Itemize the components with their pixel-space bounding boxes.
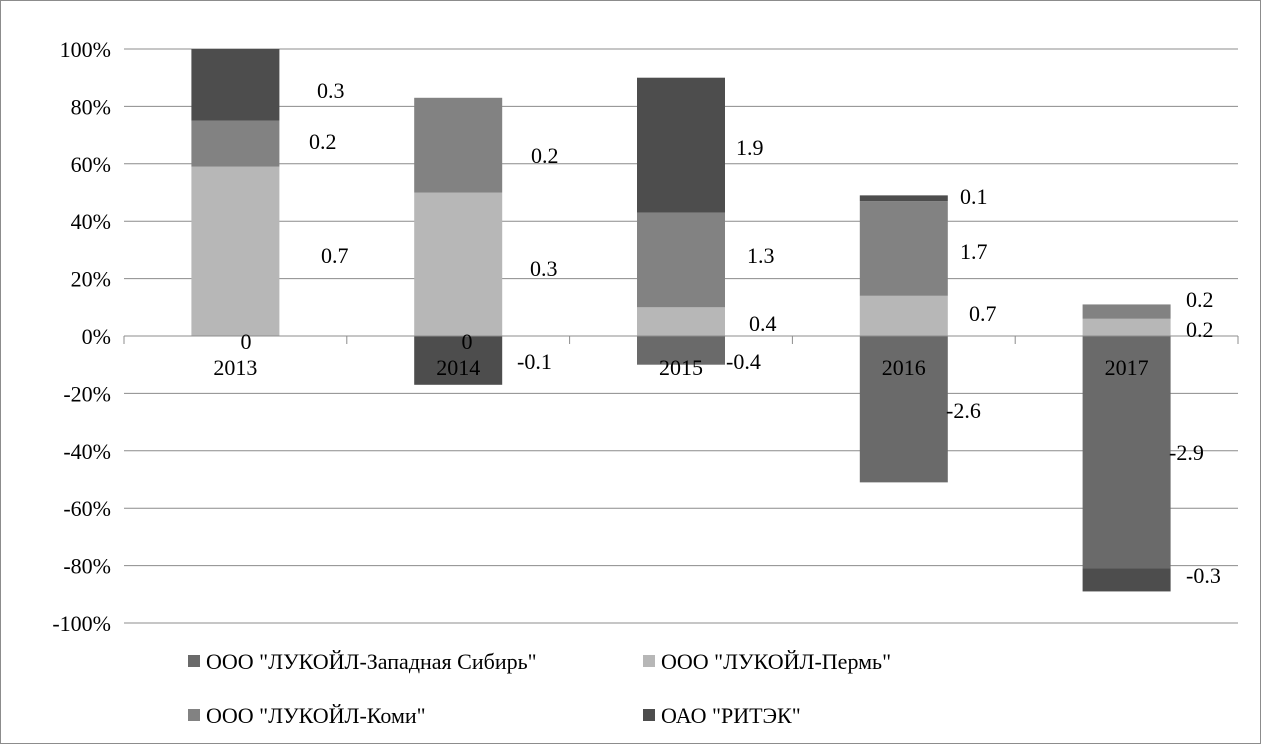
data-label: -2.6 bbox=[946, 398, 981, 423]
y-tick-label: -80% bbox=[63, 554, 111, 579]
x-tick-label: 2015 bbox=[659, 355, 703, 380]
bar-segment bbox=[1082, 318, 1171, 336]
bar-segment bbox=[191, 120, 280, 167]
bar-segment bbox=[859, 195, 948, 202]
data-label: 0.1 bbox=[960, 184, 988, 209]
legend-label: ООО "ЛУКОЙЛ-Западная Сибирь" bbox=[206, 649, 537, 674]
bar-segment bbox=[191, 166, 280, 336]
legend-label: ОАО "РИТЭК" bbox=[661, 703, 801, 728]
legend-item: ОАО "РИТЭК" bbox=[643, 703, 801, 728]
bar-segment bbox=[1082, 304, 1171, 319]
data-label: -0.1 bbox=[517, 349, 552, 374]
bars bbox=[191, 49, 1171, 592]
data-label: 0.2 bbox=[531, 143, 559, 168]
y-tick-label: 0% bbox=[82, 324, 111, 349]
y-tick-label: -20% bbox=[63, 381, 111, 406]
legend-swatch bbox=[643, 709, 655, 721]
bar-segment bbox=[637, 336, 725, 365]
bar-segment bbox=[859, 336, 948, 483]
bar-segment bbox=[637, 77, 725, 213]
data-label: 0.4 bbox=[749, 311, 777, 336]
data-label: 0.2 bbox=[1186, 287, 1214, 312]
data-label: 0.7 bbox=[321, 243, 349, 268]
bar-segment bbox=[1082, 336, 1171, 569]
data-label: -0.4 bbox=[726, 349, 761, 374]
bar-segment bbox=[414, 97, 503, 193]
data-label: 1.3 bbox=[747, 243, 775, 268]
legend: ООО "ЛУКОЙЛ-Западная Сибирь" ООО "ЛУКОЙЛ-… bbox=[188, 649, 891, 728]
data-label: 1.9 bbox=[736, 135, 764, 160]
bar-segment bbox=[191, 49, 280, 121]
bar-segment bbox=[859, 201, 948, 296]
y-tick-label: 80% bbox=[71, 94, 111, 119]
legend-item: ООО "ЛУКОЙЛ-Западная Сибирь" bbox=[188, 649, 537, 674]
legend-swatch bbox=[188, 709, 200, 721]
y-tick-label: 20% bbox=[71, 267, 111, 292]
y-tick-label: -40% bbox=[63, 439, 111, 464]
legend-item: ООО "ЛУКОЙЛ-Пермь" bbox=[643, 649, 891, 674]
legend-label: ООО "ЛУКОЙЛ-Коми" bbox=[206, 703, 426, 728]
legend-item: ООО "ЛУКОЙЛ-Коми" bbox=[188, 703, 426, 728]
bar-segment bbox=[414, 336, 503, 385]
bar-segment bbox=[414, 192, 503, 336]
data-label: -0.3 bbox=[1186, 563, 1221, 588]
y-tick-label: -100% bbox=[52, 611, 111, 636]
data-label: 0.2 bbox=[309, 129, 337, 154]
axes: 100% 80% 60% 40% 20% 0% -20% -40% -60% -80% -100% 2… bbox=[52, 37, 1239, 636]
data-label: 0.2 bbox=[1186, 317, 1214, 342]
x-tick-label: 2014 bbox=[436, 355, 480, 380]
bar-segment bbox=[637, 212, 725, 308]
y-tick-label: 100% bbox=[60, 37, 111, 62]
x-tick-label: 2016 bbox=[882, 355, 926, 380]
data-label: 0.7 bbox=[969, 301, 997, 326]
data-label: 0 bbox=[462, 329, 473, 354]
legend-swatch bbox=[188, 655, 200, 667]
bar-segment bbox=[859, 295, 948, 336]
x-tick-label: 2017 bbox=[1105, 355, 1149, 380]
y-tick-label: 40% bbox=[71, 209, 111, 234]
y-tick-label: -60% bbox=[63, 496, 111, 521]
data-label: 0 bbox=[241, 329, 252, 354]
bar-segment bbox=[1082, 568, 1171, 592]
y-tick-label: 60% bbox=[71, 152, 111, 177]
data-label: 0.3 bbox=[317, 78, 345, 103]
data-labels: 0 0 -0.4 -2.6 -2.9 0.7 0.3 0.4 0.7 0.2 0.2 0.2 1.3 1.… bbox=[241, 78, 1221, 588]
legend-swatch bbox=[643, 655, 655, 667]
bar-segment bbox=[637, 307, 725, 336]
data-label: 1.7 bbox=[960, 239, 988, 264]
x-tick-label: 2013 bbox=[213, 355, 257, 380]
legend-label: ООО "ЛУКОЙЛ-Пермь" bbox=[661, 649, 891, 674]
data-label: -2.9 bbox=[1169, 440, 1204, 465]
data-label: 0.3 bbox=[530, 256, 558, 281]
